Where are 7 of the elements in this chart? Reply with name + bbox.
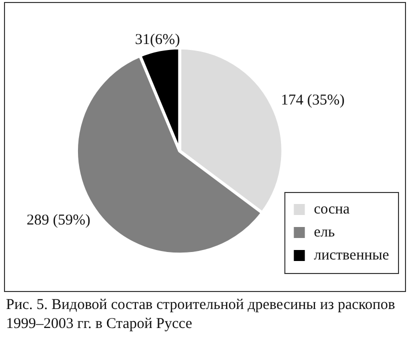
legend-label: сосна [314, 201, 350, 218]
legend-label: ель [314, 224, 335, 240]
text: Рис. 5. Видовой состав строительной древесины из раскопов 1999–2003 гг. в Старой Руссе [6, 296, 396, 334]
data-label: 174 (35%) [280, 92, 345, 108]
legend-label: лиственные [314, 247, 390, 264]
data-label: 289 (59%) [26, 212, 90, 228]
data-label: 31(6%) [135, 32, 180, 48]
